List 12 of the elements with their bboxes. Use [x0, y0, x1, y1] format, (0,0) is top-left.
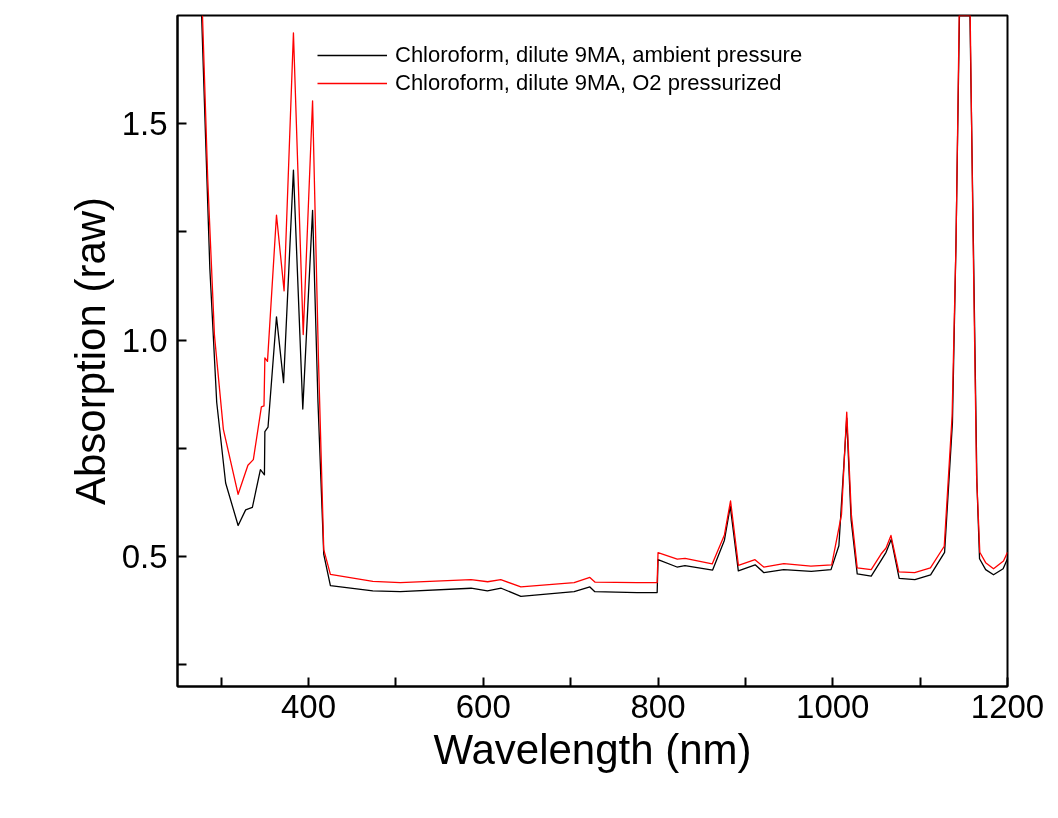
x-tick-label: 1200 — [970, 687, 1045, 725]
x-tick-label: 1000 — [796, 687, 870, 725]
y-tick-label: 1.5 — [121, 105, 168, 143]
legend-label: Chloroform, dilute 9MA, ambient pressure — [395, 42, 803, 68]
x-tick-label: 400 — [281, 687, 337, 725]
y-axis-title: Absorption (raw) — [66, 196, 114, 506]
y-tick-label: 1.0 — [121, 321, 168, 359]
legend-label: Chloroform, dilute 9MA, O2 pressurized — [395, 70, 782, 96]
y-tick-label: 0.5 — [121, 538, 168, 576]
x-tick-label: 600 — [455, 687, 511, 725]
x-tick-label: 800 — [630, 687, 686, 725]
x-axis-title: Wavelength (nm) — [433, 725, 752, 773]
